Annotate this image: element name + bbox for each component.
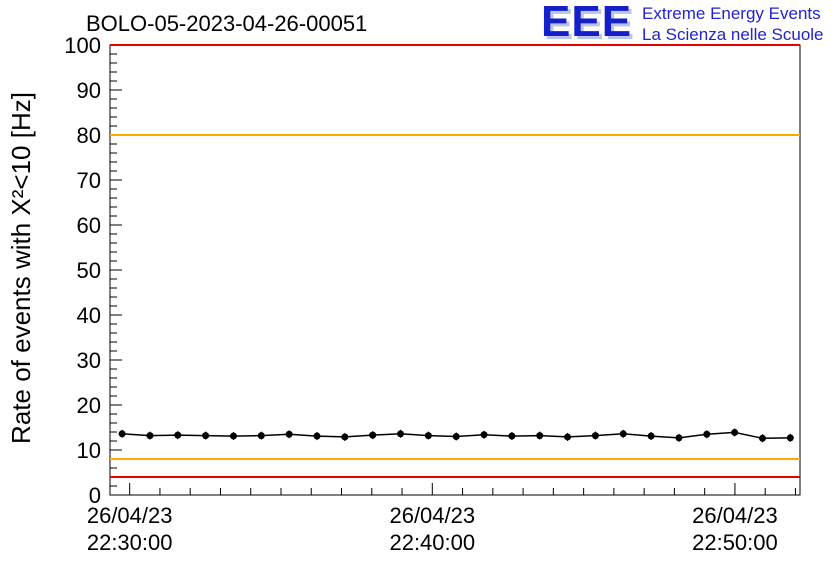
data-point-marker <box>146 432 154 440</box>
x-tick-label: 26/04/23 <box>87 503 173 528</box>
data-point-marker <box>257 432 265 440</box>
eee-logo-text: Extreme Energy Events La Scienza nelle S… <box>642 2 823 45</box>
data-point-marker <box>591 432 599 440</box>
y-tick-label: 100 <box>64 33 101 58</box>
x-tick-label: 22:50:00 <box>692 530 778 555</box>
y-tick-label: 80 <box>77 123 101 148</box>
data-point-marker <box>229 432 237 440</box>
data-point-marker <box>452 433 460 440</box>
data-point-marker <box>647 432 655 440</box>
data-point-marker <box>397 430 405 438</box>
data-point-marker <box>758 434 766 442</box>
y-tick-label: 20 <box>77 393 101 418</box>
data-point-marker <box>786 434 794 442</box>
eee-logo: EEE Extreme Energy Events La Scienza nel… <box>541 0 824 46</box>
x-tick-label: 22:30:00 <box>87 530 173 555</box>
data-point-marker <box>313 432 321 440</box>
plot-frame <box>109 44 801 496</box>
data-point-marker <box>285 430 293 438</box>
x-tick-label: 26/04/23 <box>389 503 475 528</box>
chart-title: BOLO-05-2023-04-26-00051 <box>86 11 367 36</box>
y-tick-label: 0 <box>89 483 101 508</box>
x-tick-label: 26/04/23 <box>692 503 778 528</box>
eee-logo-line2: La Scienza nelle Scuole <box>642 24 824 44</box>
data-point-marker <box>731 428 739 436</box>
data-point-marker <box>675 434 683 442</box>
data-point-marker <box>480 431 488 439</box>
data-point-marker <box>174 431 182 439</box>
data-point-marker <box>118 430 126 438</box>
eee-logo-line1: Extreme Energy Events <box>642 4 821 23</box>
data-point-marker <box>703 430 711 438</box>
y-tick-label: 10 <box>77 438 101 463</box>
eee-logo-acronym: EEE <box>541 0 633 46</box>
data-point-marker <box>424 432 432 440</box>
y-axis-label: Rate of events with X²<10 [Hz] <box>6 92 36 444</box>
data-point-marker <box>564 433 572 441</box>
data-point-marker <box>536 432 544 440</box>
y-tick-label: 60 <box>77 213 101 238</box>
x-tick-label: 22:40:00 <box>389 530 475 555</box>
y-tick-label: 40 <box>77 303 101 328</box>
y-tick-label: 70 <box>77 168 101 193</box>
data-point-marker <box>341 433 349 441</box>
data-point-marker <box>369 431 377 439</box>
data-point-marker <box>508 432 516 440</box>
data-point-marker <box>202 432 210 440</box>
data-point-marker <box>619 430 627 438</box>
y-tick-label: 30 <box>77 348 101 373</box>
y-tick-label: 50 <box>77 258 101 283</box>
y-tick-label: 90 <box>77 78 101 103</box>
